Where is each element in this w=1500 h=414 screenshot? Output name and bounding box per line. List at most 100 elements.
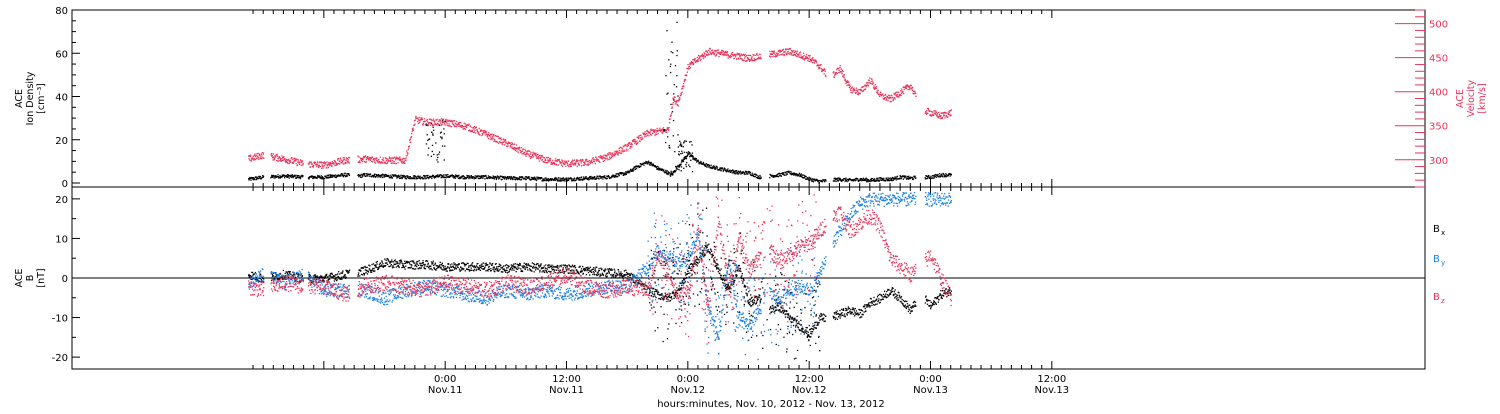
data-point [901, 89, 902, 90]
data-point [854, 89, 855, 90]
data-point [704, 52, 705, 53]
data-point [414, 269, 415, 270]
data-point [489, 266, 490, 267]
data-point [790, 171, 791, 172]
data-point [897, 176, 898, 177]
data-point [372, 156, 373, 157]
data-point [277, 174, 278, 175]
data-point [380, 263, 381, 264]
data-point [933, 114, 934, 115]
data-point [363, 268, 364, 269]
data-point [671, 114, 672, 115]
data-point [643, 165, 644, 166]
data-point [431, 123, 432, 124]
data-point [571, 269, 572, 270]
data-point [404, 158, 405, 159]
data-point [417, 178, 418, 179]
data-point [413, 130, 414, 131]
data-point [810, 178, 811, 179]
data-point [744, 172, 745, 173]
data-point [441, 137, 442, 138]
data-point [341, 277, 342, 278]
data-point [543, 270, 544, 271]
data-point [835, 74, 836, 75]
data-point [283, 270, 284, 271]
data-point [517, 269, 518, 270]
data-point [427, 154, 428, 155]
data-point [419, 267, 420, 268]
data-point [695, 160, 696, 161]
data-point [421, 267, 422, 268]
data-point [503, 139, 504, 140]
data-point [498, 143, 499, 144]
data-point [470, 270, 471, 271]
data-point [477, 129, 478, 130]
data-point [323, 167, 324, 168]
data-point [429, 119, 430, 120]
data-point [482, 134, 483, 135]
data-point [327, 175, 328, 176]
data-point [413, 128, 414, 129]
data-point [556, 164, 557, 165]
data-point [580, 266, 581, 267]
data-point [872, 178, 873, 179]
data-point [444, 145, 445, 146]
data-point [658, 166, 659, 167]
data-point [526, 263, 527, 264]
data-point [545, 160, 546, 161]
data-point [624, 151, 625, 152]
data-point [872, 81, 873, 82]
data-point [579, 177, 580, 178]
data-point [671, 113, 672, 114]
data-point [941, 174, 942, 175]
data-point [253, 160, 254, 161]
data-point [341, 160, 342, 161]
data-point [520, 268, 521, 269]
data-point [927, 113, 928, 114]
data-point [866, 86, 867, 87]
data-point [459, 263, 460, 264]
data-point [837, 73, 838, 74]
data-point [399, 176, 400, 177]
data-point [537, 154, 538, 155]
data-point [344, 159, 345, 160]
data-point [633, 169, 634, 170]
data-point [860, 93, 861, 94]
data-point [557, 179, 558, 180]
data-point [570, 177, 571, 178]
data-point [259, 154, 260, 155]
data-point [391, 259, 392, 260]
data-point [302, 175, 303, 176]
data-point [451, 126, 452, 127]
data-point [841, 68, 842, 69]
data-point [428, 267, 429, 268]
data-point [525, 267, 526, 268]
data-point [390, 175, 391, 176]
data-point [602, 178, 603, 179]
data-point [945, 173, 946, 174]
data-point [561, 265, 562, 266]
data-point [522, 271, 523, 272]
data-point [261, 154, 262, 155]
data-point [622, 151, 623, 152]
data-point [571, 166, 572, 167]
data-point [445, 266, 446, 267]
data-point [548, 157, 549, 158]
data-point [880, 92, 881, 93]
data-point [498, 136, 499, 137]
data-point [944, 176, 945, 177]
data-point [908, 179, 909, 180]
data-point [726, 171, 727, 172]
data-point [562, 160, 563, 161]
data-point [793, 50, 794, 51]
data-point [497, 141, 498, 142]
y-axis-label-line: ACE [1455, 89, 1466, 108]
data-point [777, 53, 778, 54]
data-point [372, 161, 373, 162]
data-point [873, 85, 874, 86]
data-point [391, 264, 392, 265]
data-point [700, 59, 701, 60]
data-point [490, 136, 491, 137]
data-point [903, 179, 904, 180]
